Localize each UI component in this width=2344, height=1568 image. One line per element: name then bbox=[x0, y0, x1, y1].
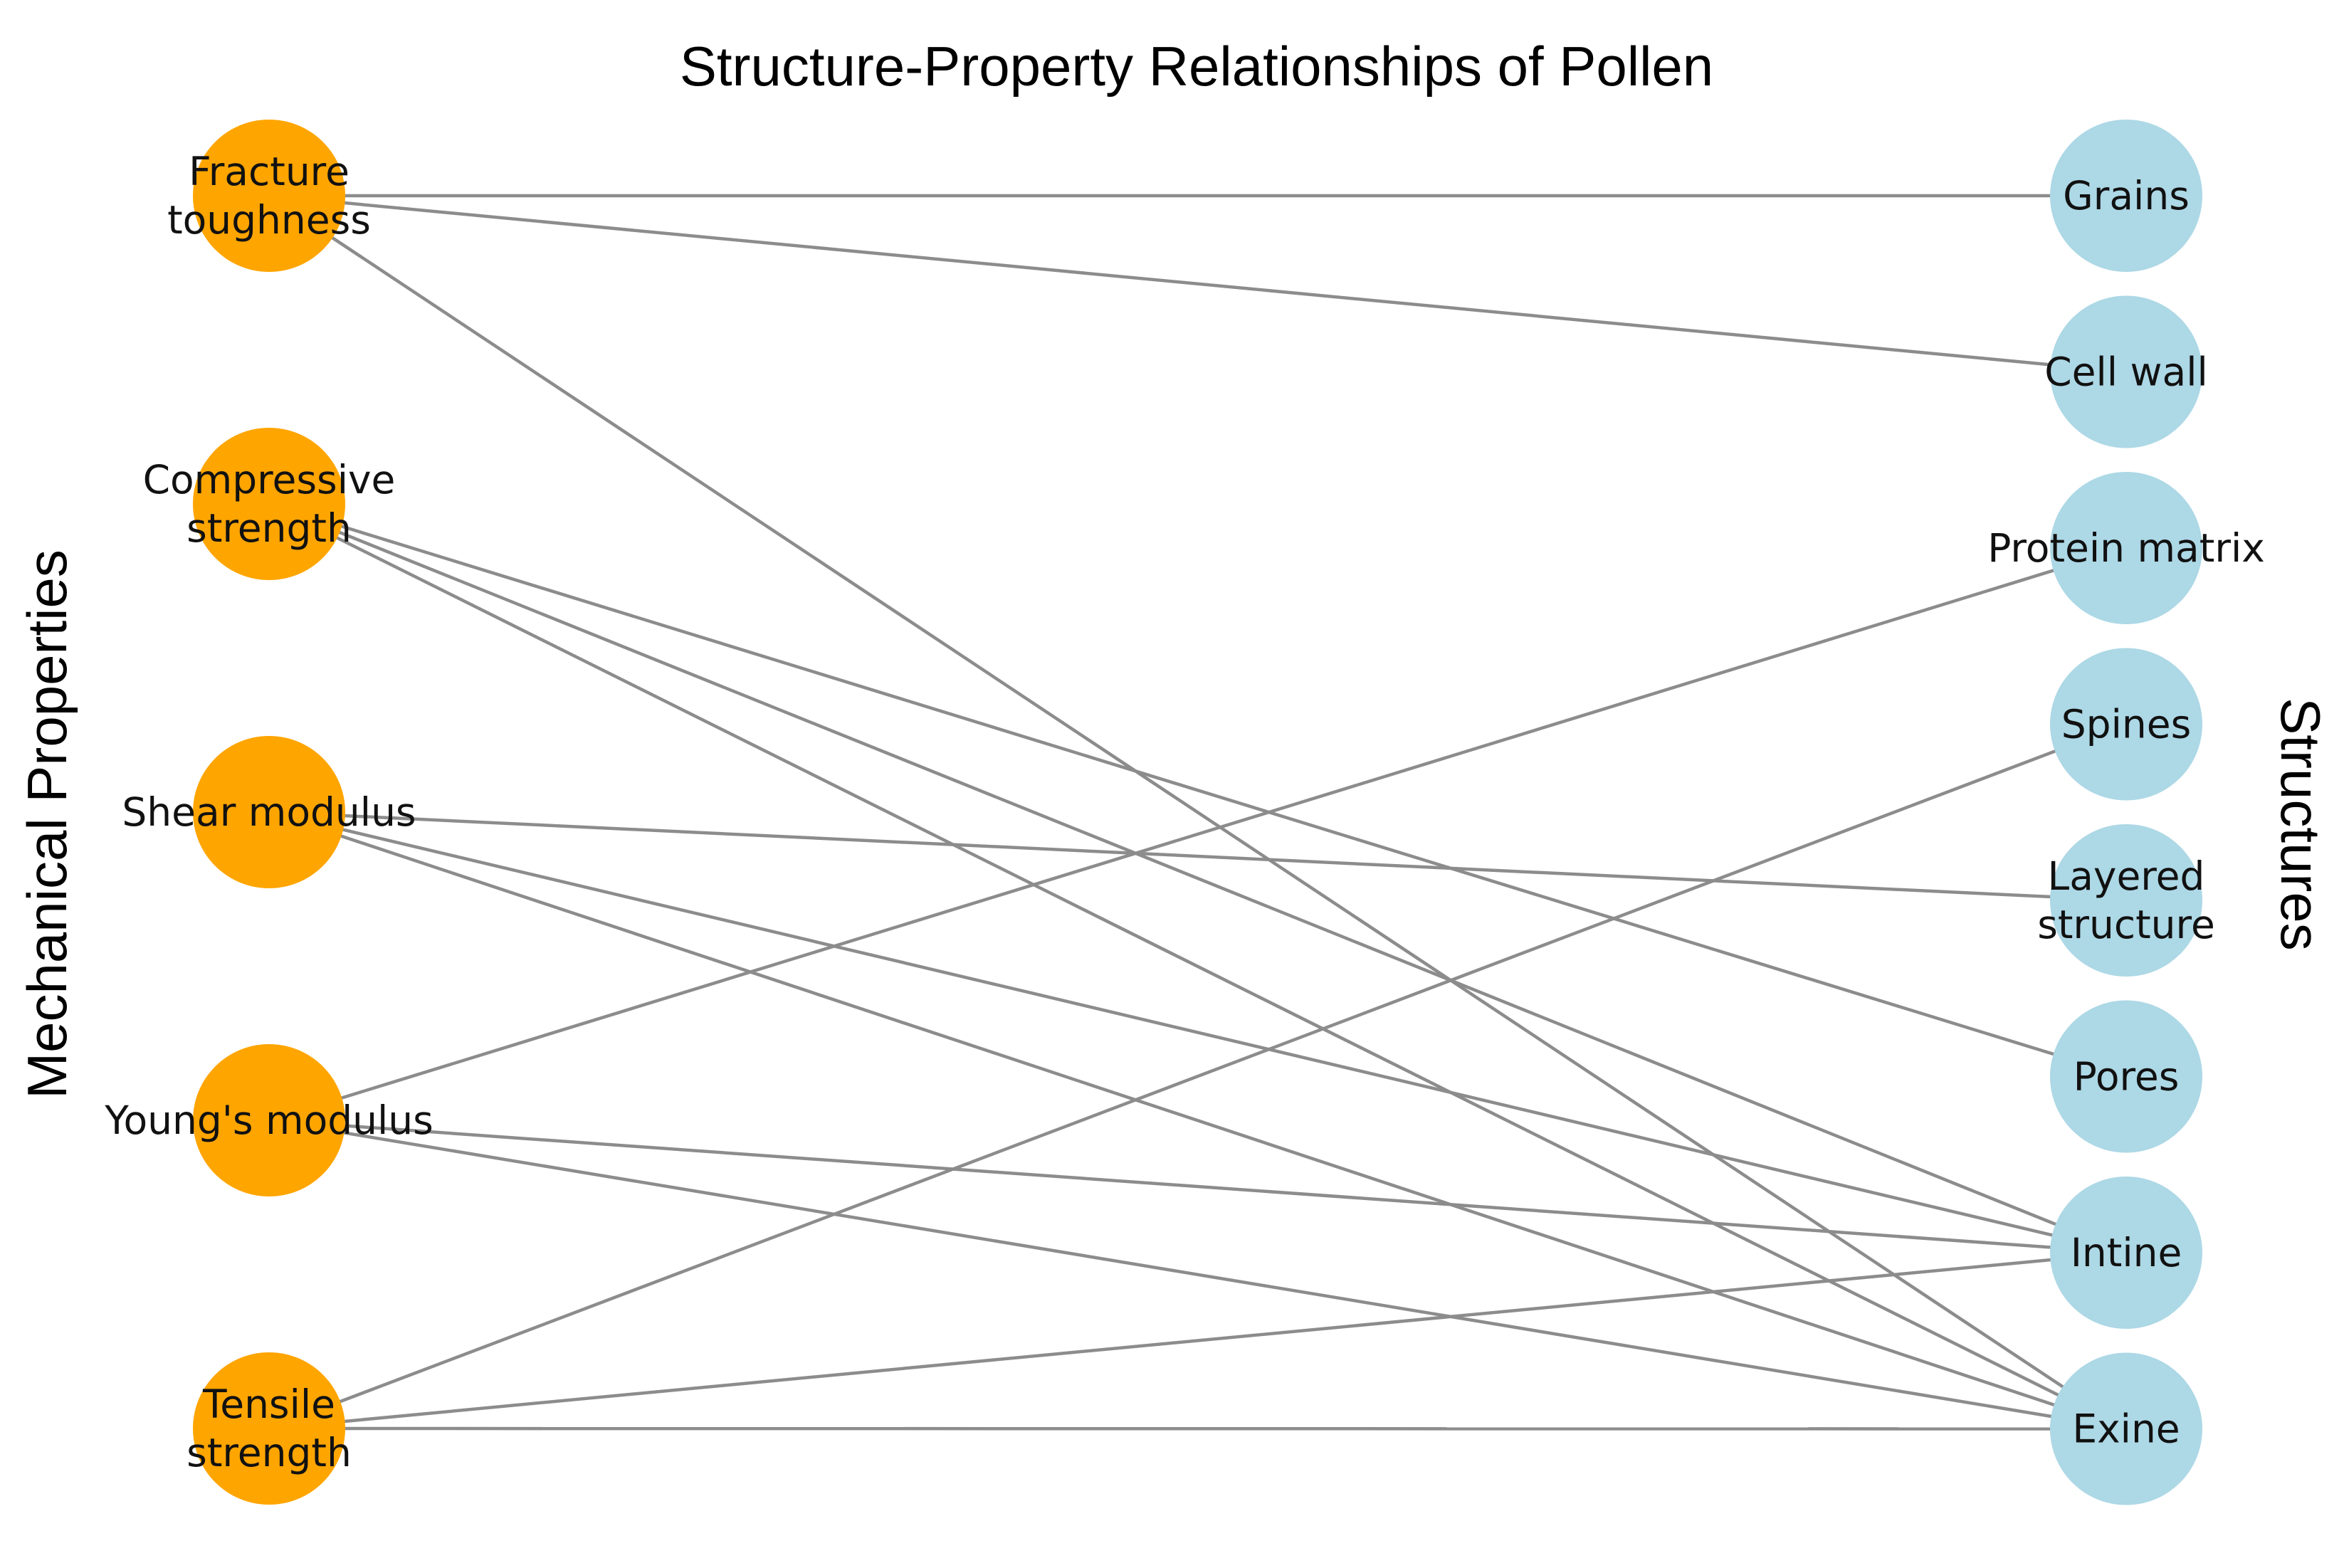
edge-tensile-intine bbox=[268, 1251, 2127, 1431]
structure-node-spines: Spines bbox=[2050, 648, 2202, 801]
edge-compressive-pores bbox=[268, 502, 2127, 1078]
edge-youngs-exine bbox=[268, 1118, 2127, 1431]
structure-node-intine: Intine bbox=[2050, 1177, 2202, 1329]
edge-fracture-exine bbox=[268, 194, 2128, 1431]
right-axis-label: Structures bbox=[2269, 698, 2332, 950]
property-node-label: strength bbox=[186, 505, 352, 551]
structure-node-circle bbox=[2050, 120, 2202, 272]
structure-node-label: Layered bbox=[2048, 853, 2205, 899]
property-node-circle bbox=[193, 1044, 345, 1196]
property-node-label: Young's modulus bbox=[104, 1098, 433, 1143]
nodes-layer: FracturetoughnessCompressivestrengthShea… bbox=[104, 120, 2265, 1505]
structure-node-circle bbox=[2050, 648, 2202, 801]
left-axis-label: Mechanical Properties bbox=[16, 549, 78, 1099]
property-node-label: Compressive bbox=[143, 457, 396, 503]
structure-node-label: Exine bbox=[2072, 1406, 2180, 1452]
structure-node-grains: Grains bbox=[2050, 120, 2202, 272]
structure-node-circle bbox=[2050, 1352, 2202, 1505]
structure-node-label: Spines bbox=[2061, 702, 2191, 747]
edge-shear-exine bbox=[268, 810, 2127, 1431]
property-node-label: Shear modulus bbox=[122, 789, 416, 835]
structure-node-circle bbox=[2050, 295, 2202, 448]
structure-node-circle bbox=[2050, 1000, 2202, 1153]
structure-node-label: Pores bbox=[2074, 1054, 2180, 1100]
graph-title: Structure-Property Relationships of Poll… bbox=[680, 35, 1713, 98]
property-node-circle bbox=[193, 120, 345, 272]
structure-node-pores: Pores bbox=[2050, 1000, 2202, 1153]
property-node-label: strength bbox=[186, 1430, 352, 1475]
edge-tensile-spines bbox=[268, 722, 2127, 1431]
structure-node-exine: Exine bbox=[2050, 1352, 2202, 1505]
edge-compressive-exine bbox=[268, 502, 2128, 1431]
structure-node-label: Grains bbox=[2063, 173, 2190, 219]
structure-node-circle bbox=[2050, 1177, 2202, 1329]
edge-youngs-protein bbox=[268, 546, 2127, 1122]
property-node-label: Fracture bbox=[189, 149, 350, 194]
structure-node-cellwall: Cell wall bbox=[2044, 295, 2208, 448]
edge-fracture-cellwall bbox=[268, 194, 2127, 374]
property-node-circle bbox=[193, 1352, 345, 1505]
structure-node-circle bbox=[2050, 824, 2202, 977]
property-node-label: Tensile bbox=[202, 1382, 335, 1427]
property-node-shear: Shear modulus bbox=[122, 736, 416, 888]
property-node-label: toughness bbox=[167, 197, 371, 243]
structure-node-circle bbox=[2050, 472, 2202, 624]
structure-node-label: Intine bbox=[2071, 1230, 2182, 1275]
property-node-circle bbox=[193, 736, 345, 888]
edge-compressive-intine bbox=[268, 502, 2127, 1255]
edge-shear-intine bbox=[268, 810, 2127, 1255]
edges-layer bbox=[268, 194, 2128, 1431]
property-node-youngs: Young's modulus bbox=[104, 1044, 433, 1196]
structure-node-label: structure bbox=[2037, 902, 2215, 947]
structure-node-label: Protein matrix bbox=[1987, 525, 2265, 571]
structure-node-label: Cell wall bbox=[2044, 349, 2208, 395]
property-node-circle bbox=[193, 428, 345, 580]
edge-shear-layered bbox=[268, 810, 2127, 903]
edge-youngs-intine bbox=[268, 1118, 2127, 1255]
structure-node-protein: Protein matrix bbox=[1987, 472, 2265, 624]
edge-tensile-exine bbox=[268, 1426, 2127, 1431]
